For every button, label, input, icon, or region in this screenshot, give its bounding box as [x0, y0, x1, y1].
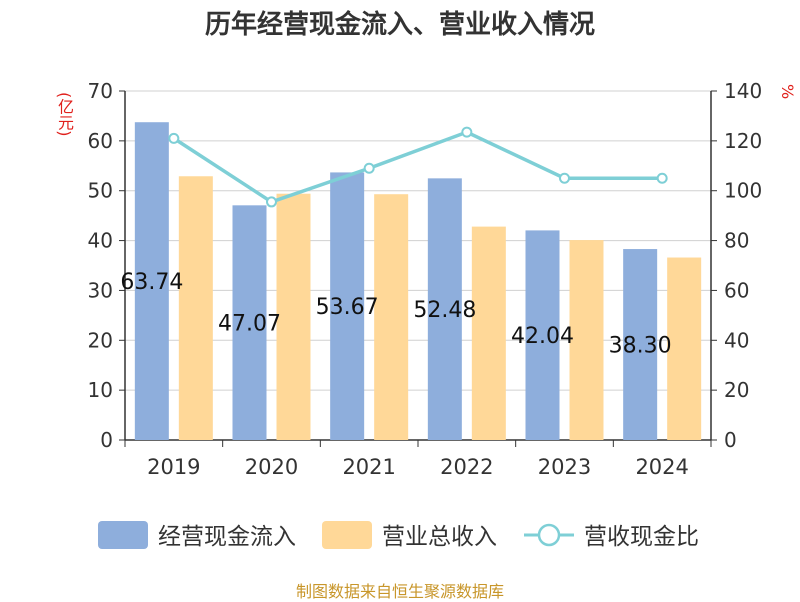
left-axis-tick-label: 40 [88, 229, 113, 253]
x-axis-tick-label: 2020 [245, 455, 298, 479]
legend-marker-ratio [537, 523, 561, 547]
right-axis-tick-label: 140 [724, 79, 762, 103]
bar-revenue [667, 257, 702, 440]
bar-revenue [471, 226, 506, 440]
source-note: 制图数据来自恒生聚源数据库 [295, 582, 504, 601]
bar-revenue [374, 194, 409, 440]
left-axis-tick-label: 30 [88, 278, 113, 302]
right-axis-tick-label: 40 [724, 328, 749, 352]
ratio-marker [461, 126, 473, 138]
bar-cash-inflow [623, 249, 658, 440]
right-axis-tick-label: 100 [724, 179, 762, 203]
ratio-line [172, 130, 663, 204]
ratio-marker [559, 172, 570, 184]
legend-label: 营收现金比 [584, 524, 699, 550]
right-axis-tick-label: 80 [724, 229, 749, 253]
x-axis-tick-label: 2021 [342, 455, 395, 479]
right-axis-tick-label: 20 [724, 378, 749, 402]
bar-revenue [569, 240, 604, 440]
left-axis-tick-label: 70 [88, 79, 113, 103]
legend-label: 经营现金流入 [158, 524, 296, 550]
legend-swatch-cash-inflow [98, 521, 148, 549]
data-label: 47.07 [218, 312, 281, 337]
right-axis-tick-label: 60 [724, 278, 749, 302]
legend-label: 营业总收入 [382, 524, 497, 550]
bar-cash-inflow [427, 178, 462, 440]
bar-cash-inflow [330, 172, 365, 440]
data-label: 52.48 [413, 298, 476, 323]
right-axis-tick-label: 0 [724, 428, 737, 452]
right-axis-unit: % [778, 84, 797, 100]
bar-cash-inflow [134, 122, 169, 440]
left-axis-tick-label: 50 [88, 179, 113, 203]
x-axis-tick-label: 2022 [440, 455, 493, 479]
left-axis-unit: (亿元) [55, 92, 74, 137]
bar-cash-inflow [525, 230, 560, 440]
right-axis-tick-label: 120 [724, 129, 762, 153]
ratio-marker [363, 162, 375, 174]
bar-cash-inflow [232, 205, 267, 440]
data-label: 53.67 [316, 295, 379, 320]
left-axis-tick-label: 60 [88, 129, 113, 153]
bar-revenue [178, 176, 213, 440]
x-axis-tick-label: 2019 [147, 455, 200, 479]
ratio-marker [168, 132, 180, 144]
x-axis-tick-label: 2023 [538, 455, 591, 479]
data-label: 63.74 [120, 270, 183, 295]
ratio-marker [656, 172, 668, 184]
x-axis-tick-label: 2024 [635, 455, 688, 479]
data-label: 42.04 [511, 324, 574, 349]
legend-swatch-revenue [322, 521, 372, 549]
left-axis-tick-label: 10 [88, 378, 113, 402]
data-label: 38.30 [609, 334, 672, 359]
chart-title: 历年经营现金流入、营业收入情况 [204, 10, 595, 40]
ratio-marker [266, 196, 277, 208]
bar-revenue [276, 193, 311, 440]
left-axis-tick-label: 20 [88, 328, 113, 352]
left-axis-tick-label: 0 [100, 428, 113, 452]
